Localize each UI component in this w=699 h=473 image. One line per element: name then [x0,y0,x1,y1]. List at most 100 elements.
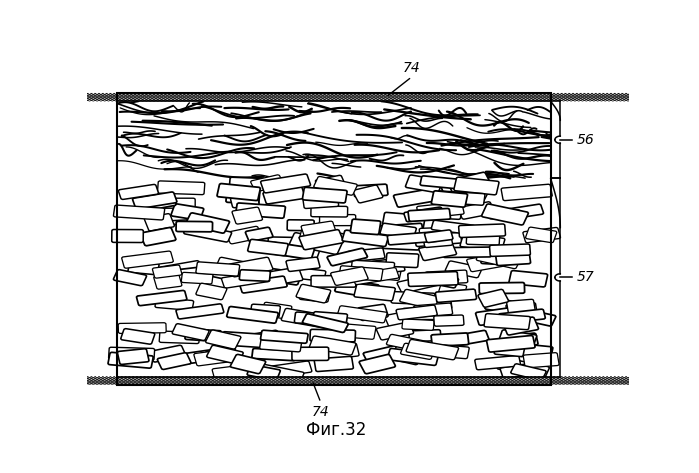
FancyBboxPatch shape [374,228,412,242]
FancyBboxPatch shape [482,204,528,225]
FancyBboxPatch shape [424,297,452,310]
FancyBboxPatch shape [259,338,302,352]
FancyBboxPatch shape [509,271,547,287]
FancyBboxPatch shape [466,233,500,245]
FancyBboxPatch shape [405,175,442,193]
FancyBboxPatch shape [212,267,256,285]
FancyBboxPatch shape [318,343,359,360]
FancyBboxPatch shape [263,187,305,204]
FancyBboxPatch shape [150,345,186,362]
FancyBboxPatch shape [247,365,280,380]
FancyBboxPatch shape [524,353,559,368]
FancyBboxPatch shape [397,273,445,293]
FancyBboxPatch shape [401,343,435,359]
FancyBboxPatch shape [478,289,509,307]
FancyBboxPatch shape [245,228,273,241]
FancyBboxPatch shape [501,184,552,201]
FancyBboxPatch shape [337,306,387,323]
FancyBboxPatch shape [435,289,477,302]
FancyBboxPatch shape [481,252,508,265]
FancyBboxPatch shape [353,185,383,203]
FancyBboxPatch shape [303,314,348,333]
FancyBboxPatch shape [146,195,176,210]
FancyBboxPatch shape [331,267,368,285]
FancyBboxPatch shape [458,202,494,219]
FancyBboxPatch shape [417,202,464,219]
FancyBboxPatch shape [229,257,273,277]
FancyBboxPatch shape [226,190,260,203]
FancyBboxPatch shape [256,364,304,382]
FancyBboxPatch shape [253,330,280,343]
FancyBboxPatch shape [351,260,395,273]
FancyBboxPatch shape [301,221,336,237]
FancyBboxPatch shape [181,272,213,284]
FancyBboxPatch shape [381,228,410,240]
Bar [117,377,551,385]
FancyBboxPatch shape [287,267,326,281]
FancyBboxPatch shape [112,229,143,243]
FancyBboxPatch shape [423,234,452,247]
FancyBboxPatch shape [303,194,338,209]
FancyBboxPatch shape [497,358,549,378]
FancyBboxPatch shape [500,364,532,378]
FancyBboxPatch shape [270,241,320,260]
FancyBboxPatch shape [487,335,535,352]
FancyBboxPatch shape [408,209,450,221]
FancyBboxPatch shape [503,317,538,335]
FancyBboxPatch shape [315,175,345,191]
FancyBboxPatch shape [231,354,266,374]
FancyBboxPatch shape [118,323,166,333]
FancyBboxPatch shape [424,230,453,243]
Bar [117,93,551,385]
FancyBboxPatch shape [431,333,469,346]
FancyBboxPatch shape [394,187,445,207]
Bar [117,93,551,101]
FancyBboxPatch shape [268,237,302,250]
FancyBboxPatch shape [226,307,278,323]
FancyBboxPatch shape [459,224,505,237]
FancyBboxPatch shape [261,174,310,193]
FancyBboxPatch shape [447,172,491,193]
FancyBboxPatch shape [315,356,354,371]
FancyBboxPatch shape [387,349,438,365]
FancyBboxPatch shape [445,261,482,278]
FancyBboxPatch shape [299,230,344,250]
FancyBboxPatch shape [489,209,520,219]
FancyBboxPatch shape [159,261,202,278]
FancyBboxPatch shape [403,308,450,320]
FancyBboxPatch shape [387,334,428,352]
FancyBboxPatch shape [432,208,461,219]
FancyBboxPatch shape [222,271,270,288]
FancyBboxPatch shape [342,230,389,246]
FancyBboxPatch shape [454,177,499,195]
FancyBboxPatch shape [176,221,212,232]
FancyBboxPatch shape [507,299,535,314]
FancyBboxPatch shape [239,276,287,293]
FancyBboxPatch shape [136,290,187,306]
FancyBboxPatch shape [261,330,308,343]
FancyBboxPatch shape [206,330,241,349]
FancyBboxPatch shape [415,232,462,246]
FancyBboxPatch shape [159,207,193,221]
FancyBboxPatch shape [231,195,259,208]
FancyBboxPatch shape [475,307,519,325]
FancyBboxPatch shape [350,219,381,235]
FancyBboxPatch shape [515,308,556,326]
FancyBboxPatch shape [314,176,357,195]
FancyBboxPatch shape [498,309,545,324]
FancyBboxPatch shape [334,263,384,283]
FancyBboxPatch shape [358,304,388,320]
FancyBboxPatch shape [158,198,195,208]
FancyBboxPatch shape [479,282,525,294]
FancyBboxPatch shape [377,223,423,236]
FancyBboxPatch shape [484,314,531,330]
FancyBboxPatch shape [489,244,531,256]
FancyBboxPatch shape [431,191,468,207]
FancyBboxPatch shape [108,347,154,360]
FancyBboxPatch shape [310,336,356,355]
FancyBboxPatch shape [266,269,301,285]
FancyBboxPatch shape [310,329,356,342]
FancyBboxPatch shape [289,233,342,254]
FancyBboxPatch shape [229,177,261,188]
FancyBboxPatch shape [206,346,238,362]
